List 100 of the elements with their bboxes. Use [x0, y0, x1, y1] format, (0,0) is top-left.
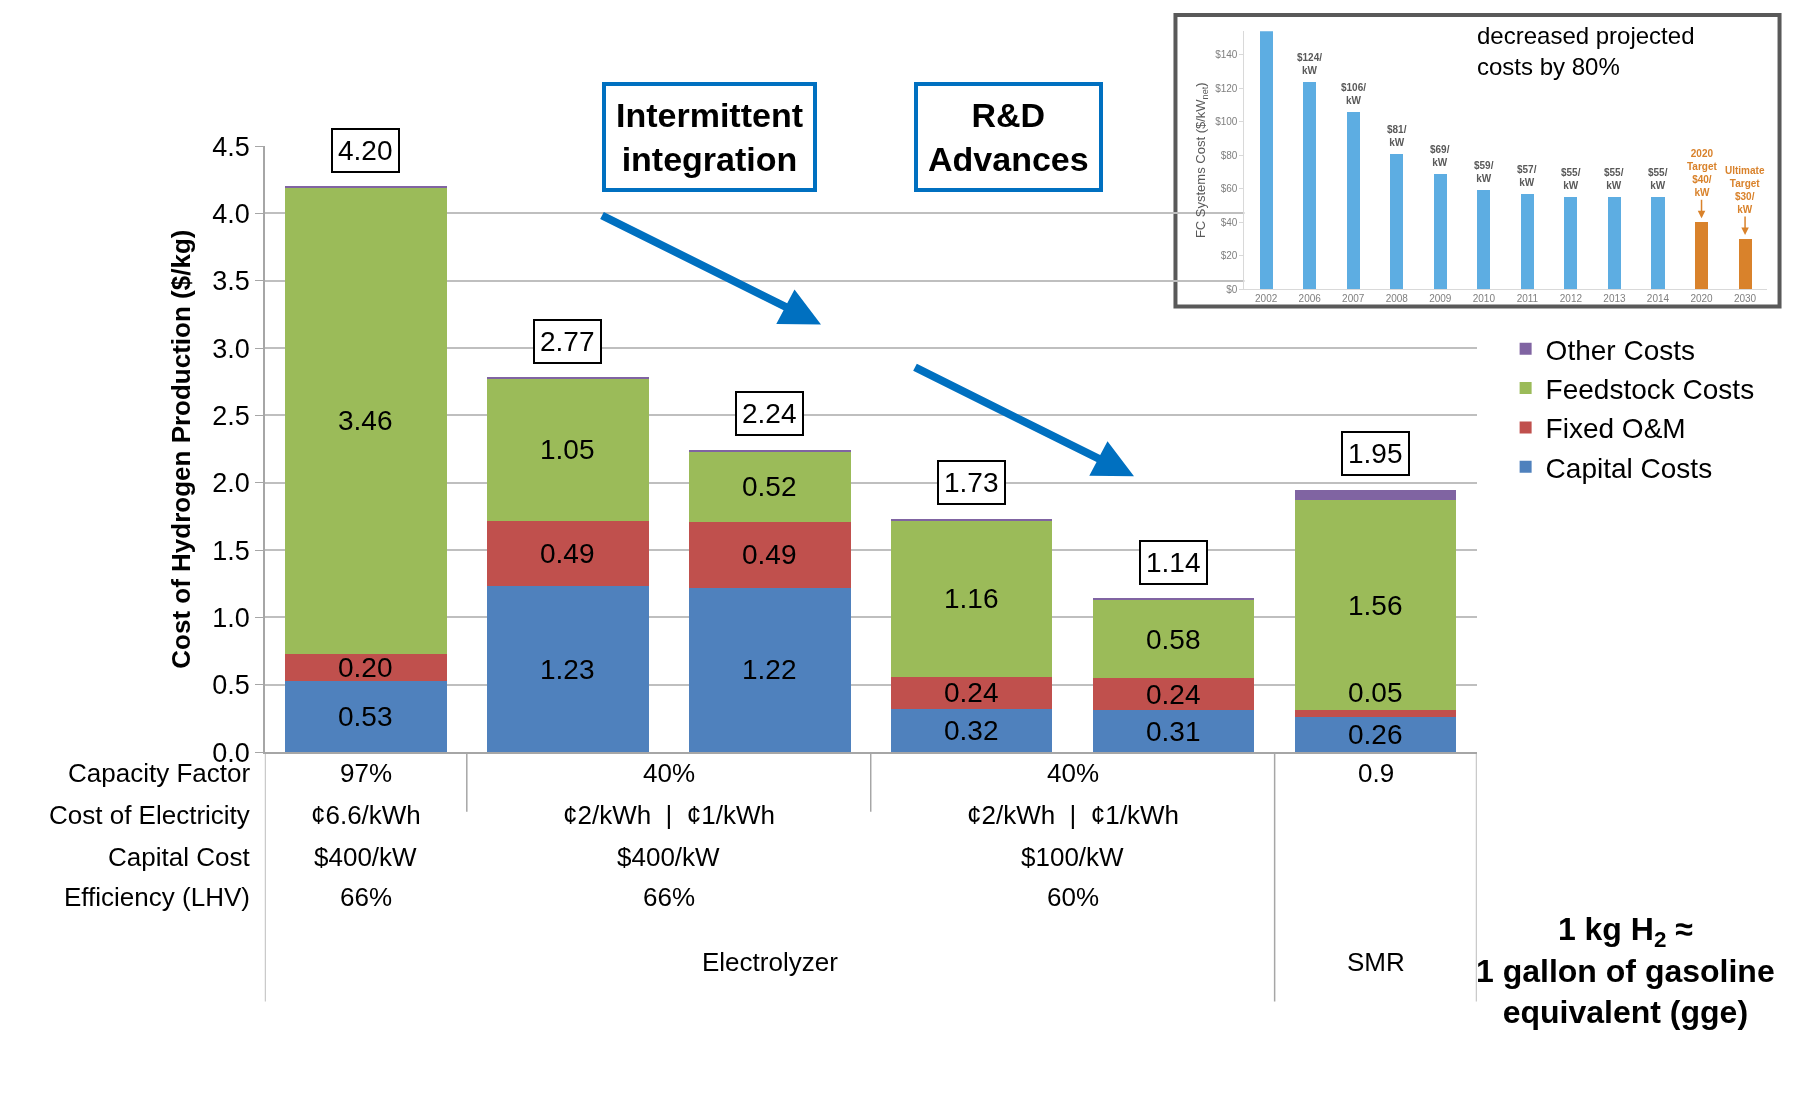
data-label: $81/ kW [1387, 124, 1407, 148]
bar [1738, 238, 1752, 290]
y-tick-label: $40 [1220, 216, 1238, 228]
data-label: 0.31 [1146, 716, 1201, 747]
data-label: 0.24 [944, 677, 999, 708]
x-tick-label: 2020 [1690, 293, 1714, 305]
data-label: $69/ kW [1430, 144, 1450, 168]
y-tick-label: $60 [1220, 183, 1238, 195]
y-tick-label: 4.5 [212, 131, 250, 162]
data-label: 0.49 [540, 538, 595, 569]
bar [1520, 193, 1534, 290]
text: SMR [1347, 947, 1405, 977]
y-tick-label: 2.0 [212, 468, 250, 499]
y-tick-label: 1.0 [212, 602, 250, 633]
x-tick-label: 2006 [1298, 293, 1322, 305]
bar [285, 653, 447, 681]
data-label: 0.49 [742, 539, 797, 570]
bar [486, 377, 649, 380]
x-tick-label: 2011 [1516, 293, 1539, 305]
x-tick-label: 2010 [1472, 293, 1496, 305]
annotation: R&D Advances [928, 96, 1089, 179]
total-label: 1.73 [944, 467, 999, 498]
annotation: Intermittent integration [616, 96, 803, 179]
total-label: 2.77 [540, 326, 595, 357]
bar [1294, 710, 1457, 718]
legend-label: Fixed O&M [1545, 413, 1686, 445]
y-tick-label: $120 [1215, 82, 1238, 94]
data-label: $57/ kW [1517, 164, 1537, 188]
bar [1294, 489, 1457, 501]
data-label: 1.23 [540, 654, 595, 685]
text: 66% [340, 882, 393, 912]
x-tick-label: 2014 [1646, 293, 1670, 305]
bar [890, 709, 1053, 753]
data-label: 0.32 [944, 715, 999, 746]
data-label: 1.56 [1348, 590, 1403, 621]
total-label: 1.14 [1146, 547, 1201, 578]
bar [1477, 190, 1491, 290]
data-label: 1.16 [944, 583, 999, 614]
bar [1390, 153, 1404, 290]
text: $400/kW [314, 842, 418, 872]
bar [1259, 31, 1273, 290]
data-label: $124/ kW [1297, 52, 1323, 76]
y-tick-label: 2.5 [212, 400, 250, 431]
y-tick-label: $0 [1226, 283, 1238, 295]
y-tick-label: $140 [1215, 49, 1238, 61]
x-tick-label: 2008 [1385, 293, 1409, 305]
text: Efficiency (LHV) [64, 882, 250, 912]
x-tick-label: 2013 [1603, 293, 1627, 305]
bar [1294, 717, 1457, 753]
bar [486, 379, 649, 521]
x-tick-label: 2009 [1429, 293, 1452, 305]
x-tick-label: 2012 [1559, 293, 1583, 305]
bar [1303, 81, 1317, 290]
bar [890, 519, 1053, 522]
data-label: $55/ kW [1561, 167, 1581, 191]
data-label: 0.20 [338, 652, 393, 683]
bar [688, 587, 851, 753]
text: $400/kW [617, 842, 721, 872]
annotation: 2020 Target $40/ kW [1687, 148, 1718, 198]
text: ¢2/kWh | ¢1/kWh [563, 800, 775, 830]
text: Cost of Electricity [49, 800, 250, 830]
legend-label: Capital Costs [1545, 452, 1713, 484]
annotation: Ultimate Target $30/ kW [1725, 165, 1765, 215]
bar [1092, 710, 1255, 753]
text: ¢2/kWh | ¢1/kWh [967, 800, 1179, 830]
x-tick-label: 2007 [1342, 293, 1365, 305]
text: $100/kW [1021, 842, 1125, 872]
y-axis-title: Cost of Hydrogen Production ($/kg) [166, 229, 197, 669]
bar [1346, 111, 1360, 290]
bar [1433, 173, 1447, 290]
bar [890, 676, 1053, 710]
bar [1092, 598, 1255, 601]
bar [1695, 222, 1709, 290]
bar [890, 520, 1053, 677]
bar [285, 186, 447, 189]
y-tick-label: 0.5 [212, 670, 250, 701]
y-tick-label: $80 [1220, 149, 1238, 161]
text: Electrolyzer [702, 947, 839, 977]
bar [285, 187, 447, 654]
text: 66% [643, 882, 696, 912]
y-tick-label: 4.0 [212, 198, 250, 229]
data-label: 1.22 [742, 654, 797, 685]
data-label: $106/ kW [1341, 82, 1367, 106]
text: 0.9 [1358, 758, 1395, 788]
data-label: 0.52 [742, 471, 797, 502]
bar [1651, 197, 1665, 290]
text: 97% [340, 758, 393, 788]
text: 1 kg H$_{2}$ ≈ 1 gallon of gasoline equivalent (gge) [1476, 911, 1775, 1031]
bar [1607, 197, 1621, 290]
bar [688, 451, 851, 522]
bar [1564, 197, 1578, 290]
bar [1092, 599, 1255, 679]
bar [688, 521, 851, 588]
y-tick-label: 3.0 [212, 333, 250, 364]
text: 60% [1047, 882, 1100, 912]
legend-label: Feedstock Costs [1545, 373, 1755, 405]
data-label: $59/ kW [1474, 160, 1494, 184]
data-label: 0.53 [338, 701, 393, 732]
data-label: 3.46 [338, 405, 393, 436]
text: 40% [1047, 758, 1100, 788]
